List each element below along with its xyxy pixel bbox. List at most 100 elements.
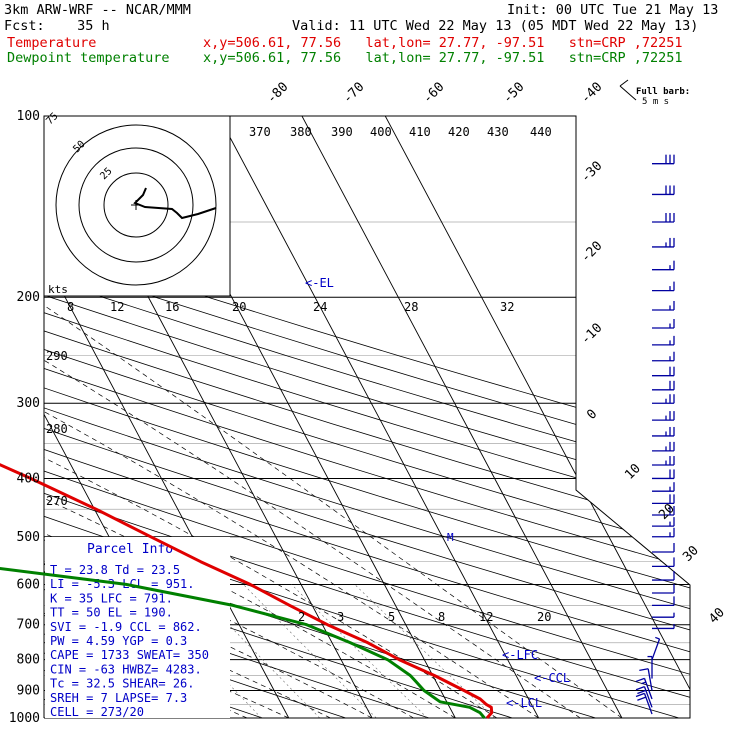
- pressure-label: 400: [17, 471, 40, 486]
- isotherm-line: [218, 116, 540, 718]
- moist-adiabat-line: [44, 296, 498, 718]
- pressure-label: 300: [17, 396, 40, 411]
- wind-barb: [652, 366, 675, 377]
- barb-legend-icon: [619, 79, 629, 87]
- wind-barb: [652, 260, 675, 271]
- moist-adiabat-line: [44, 296, 581, 718]
- wind-barb: [652, 517, 675, 527]
- isotherm-label: 0: [584, 407, 600, 423]
- wind-barb: [635, 677, 653, 700]
- wind-barb: [652, 543, 675, 553]
- dewpoint-legend-label: Dewpoint temperature: [7, 50, 170, 66]
- dry-adiabat-label: 290: [46, 349, 68, 363]
- isotherm-line: [301, 116, 623, 718]
- hodograph-ring: [55, 124, 217, 286]
- level-annotation: <-LFC: [502, 648, 538, 662]
- wind-barb: [652, 494, 675, 505]
- dry-adiabat-line: [44, 116, 690, 718]
- wind-barb: [652, 441, 675, 452]
- hodograph-speed-label: 8: [67, 300, 74, 314]
- barb-legend-units: 5 m s: [642, 97, 669, 107]
- isotherm-label: -40: [578, 80, 605, 107]
- pressure-label: 500: [17, 530, 40, 545]
- hodograph-speed-label: 16: [165, 300, 179, 314]
- dry-adiabat-line: [44, 116, 690, 718]
- hodograph-ring: [78, 147, 194, 263]
- mixing-ratio-label: 20: [537, 610, 551, 624]
- isotherm-line: [384, 116, 690, 718]
- hodograph-speed-label: 20: [232, 300, 246, 314]
- pressure-label: 900: [17, 683, 40, 698]
- parcel-row: SVI = -1.9 CCL = 862.: [50, 620, 202, 634]
- theta-label: 410: [409, 125, 431, 139]
- wind-barb: [652, 426, 675, 437]
- theta-label: 440: [530, 125, 552, 139]
- dry-adiabat-line: [44, 116, 690, 718]
- parcel-row: CIN = -63 HWBZ= 4283.: [50, 662, 202, 676]
- barb-legend-label: Full barb:: [636, 87, 690, 97]
- dry-adiabat-line: [44, 116, 690, 718]
- parcel-row: CAPE = 1733 SWEAT= 350: [50, 648, 209, 662]
- parcel-panel-bg: [45, 537, 230, 718]
- hodograph-trace: [133, 187, 217, 220]
- mixing-ratio-line: [243, 584, 377, 718]
- temperature-profile: [0, 463, 494, 719]
- isotherm-line: [44, 116, 290, 718]
- hodograph-speed-label: 28: [404, 300, 418, 314]
- level-annotation: <-LCL: [506, 696, 542, 710]
- isotherm-label: -30: [578, 159, 605, 186]
- dry-adiabat-label: 270: [46, 494, 68, 508]
- pressure-label: 100: [17, 109, 40, 124]
- isotherm-label: -70: [340, 80, 367, 107]
- wind-barb: [652, 527, 675, 538]
- wind-barb: [652, 623, 675, 630]
- wind-barb: [652, 380, 675, 391]
- isotherm-label: -60: [420, 80, 447, 107]
- pressure-label: 200: [17, 290, 40, 305]
- hodograph-speed-label: 12: [110, 300, 124, 314]
- mixing-ratio-line: [189, 584, 320, 718]
- level-annotation: <-EL: [305, 276, 334, 290]
- dry-adiabat-line: [44, 116, 690, 718]
- dry-adiabat-line: [44, 116, 690, 718]
- wind-barb: [652, 335, 675, 346]
- valid-time: Valid: 11 UTC Wed 22 May 13 (05 MDT Wed …: [292, 18, 699, 34]
- pressure-label: 600: [17, 577, 40, 592]
- wind-barb: [639, 668, 653, 691]
- moist-adiabat-line: [44, 296, 539, 718]
- wind-barb: [635, 692, 653, 715]
- dry-adiabat-line: [44, 116, 513, 718]
- wind-barb: [652, 456, 675, 466]
- wind-barb: [652, 557, 675, 568]
- mixing-ratio-label: 3: [337, 610, 344, 624]
- dry-adiabat-line: [44, 116, 690, 718]
- parcel-title: Parcel Info: [87, 542, 173, 557]
- sounding-profiles: [0, 463, 494, 719]
- wind-barb: [652, 482, 675, 492]
- parcel-row: CELL = 273/20: [50, 705, 144, 719]
- parcel-row: PW = 4.59 YGP = 0.3: [50, 634, 187, 648]
- pressure-label: 800: [17, 653, 40, 668]
- isotherm-label: -50: [500, 80, 527, 107]
- temperature-location: x,y=506.61, 77.56 lat,lon= 27.77, -97.51…: [203, 35, 683, 51]
- moist-adiabat-line: [44, 296, 623, 718]
- parcel-row: Tc = 32.5 SHEAR= 26.: [50, 677, 195, 691]
- isotherm-label: -80: [264, 80, 291, 107]
- theta-label: 390: [331, 125, 353, 139]
- mixing-ratio-line: [291, 584, 428, 718]
- wind-barb: [652, 612, 675, 618]
- wind-barb: [652, 213, 675, 223]
- parcel-row: TT = 50 EL = 190.: [50, 606, 173, 620]
- dewpoint-location: x,y=506.61, 77.56 lat,lon= 27.77, -97.51…: [203, 50, 683, 66]
- isotherm-label: -20: [578, 239, 605, 266]
- dry-adiabat-label: 280: [46, 422, 68, 436]
- dry-adiabat-line: [44, 116, 690, 718]
- isotherm-label: 40: [706, 605, 728, 627]
- wind-barb-column: [635, 154, 675, 715]
- wind-barb: [635, 686, 653, 708]
- theta-label: 380: [290, 125, 312, 139]
- theta-label: 370: [249, 125, 271, 139]
- level-annotation: <-CCL: [534, 671, 570, 685]
